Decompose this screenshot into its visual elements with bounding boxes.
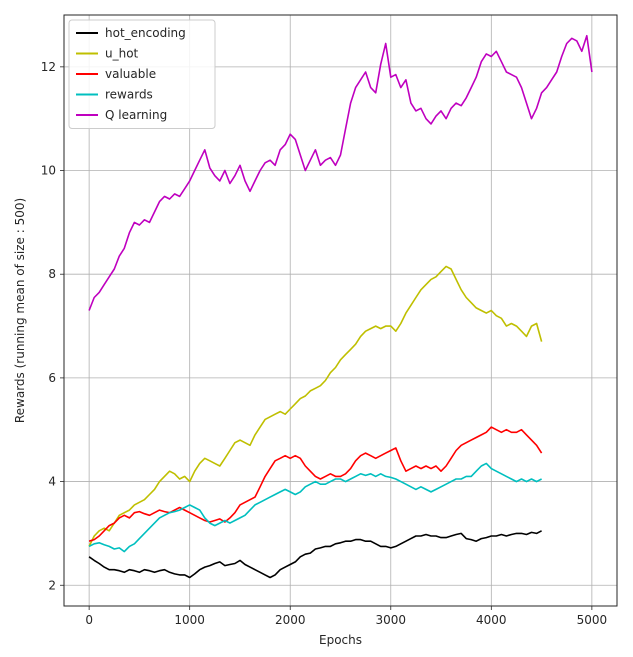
y-tick-label: 12 bbox=[41, 60, 56, 74]
x-tick-label: 1000 bbox=[174, 613, 205, 627]
x-tick-label: 4000 bbox=[476, 613, 507, 627]
y-tick-label: 4 bbox=[48, 475, 56, 489]
axis-ticks: 0 1000 2000 3000 4000 5000 2 4 6 8 10 12 bbox=[41, 60, 607, 627]
x-tick-label: 2000 bbox=[275, 613, 306, 627]
legend-label: u_hot bbox=[105, 47, 139, 61]
y-tick-label: 6 bbox=[48, 371, 56, 385]
x-tick-label: 5000 bbox=[577, 613, 608, 627]
legend: hot_encoding u_hot valuable rewards Q learni… bbox=[68, 19, 216, 129]
series-line-2 bbox=[88, 426, 543, 542]
plot-frame bbox=[63, 14, 618, 607]
legend-box bbox=[68, 19, 216, 129]
y-tick-label: 10 bbox=[41, 164, 56, 178]
legend-label: rewards bbox=[105, 88, 153, 102]
y-axis-label: Rewards (running mean of size : 500) bbox=[13, 198, 27, 423]
series-line-3 bbox=[88, 462, 542, 553]
x-axis-label: Epochs bbox=[319, 633, 362, 647]
legend-label: hot_encoding bbox=[105, 26, 186, 40]
y-tick-label: 2 bbox=[48, 578, 56, 592]
x-tick-label: 3000 bbox=[375, 613, 406, 627]
series-line-1 bbox=[88, 265, 543, 547]
legend-items: hot_encoding u_hot valuable rewards Q learni… bbox=[76, 26, 186, 122]
legend-label: valuable bbox=[105, 67, 156, 81]
series-lines bbox=[88, 34, 593, 579]
legend-label: Q learning bbox=[105, 108, 167, 122]
series-line-4 bbox=[88, 34, 593, 311]
y-tick-label: 8 bbox=[48, 267, 56, 281]
series-line-0 bbox=[88, 530, 542, 579]
x-tick-label: 0 bbox=[85, 613, 93, 627]
